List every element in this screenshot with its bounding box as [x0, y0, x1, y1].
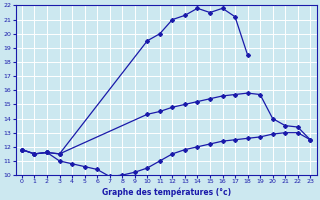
X-axis label: Graphe des températures (°c): Graphe des températures (°c) — [101, 187, 231, 197]
